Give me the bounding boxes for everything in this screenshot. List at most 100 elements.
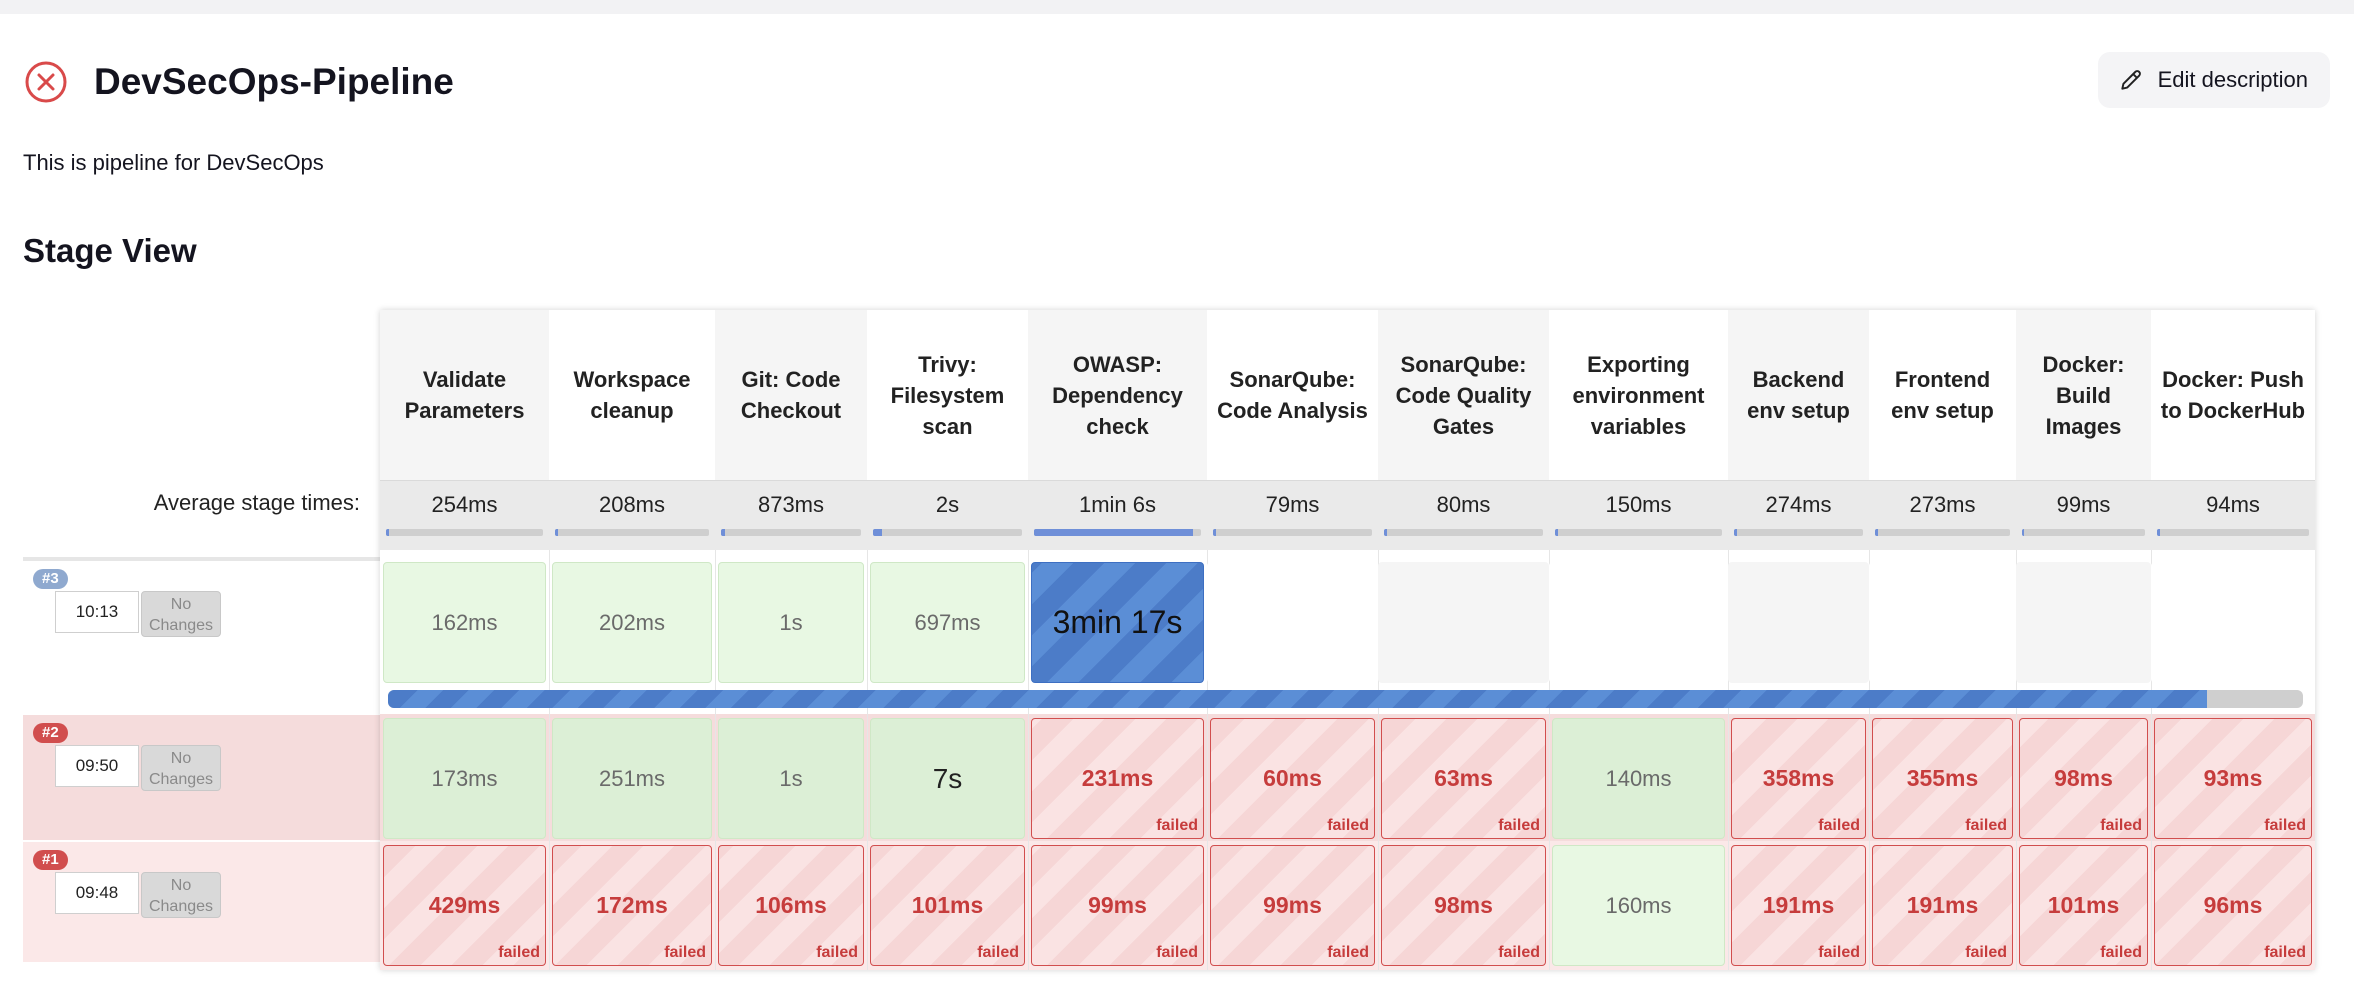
stage-average-value: 80ms xyxy=(1436,492,1491,517)
stage-cell-duration: 355ms xyxy=(1906,765,1979,791)
stage-cell-failed[interactable]: 106ms failed xyxy=(718,845,864,966)
stage-cell-success[interactable]: 1s xyxy=(718,562,864,683)
stage-average-bar xyxy=(1384,529,1543,536)
stage-cell-failed[interactable]: 101ms failed xyxy=(2019,845,2148,966)
stage-cell-empty xyxy=(2016,562,2151,683)
stage-cell-failed[interactable]: 358ms failed xyxy=(1731,718,1866,839)
stage-average-time: 873ms xyxy=(715,480,867,550)
stage-cell-success[interactable]: 162ms xyxy=(383,562,546,683)
stage-cell-failed[interactable]: 98ms failed xyxy=(1381,845,1546,966)
edit-description-button[interactable]: Edit description xyxy=(2097,52,2330,108)
stage-cell-success[interactable]: 7s xyxy=(870,718,1025,839)
stage-cell-failed[interactable]: 231ms failed xyxy=(1031,718,1204,839)
stage-column: Validate Parameters 254ms 162ms 173ms 429ms f… xyxy=(380,310,549,970)
build-time: 09:50 xyxy=(55,745,139,787)
stage-average-bar xyxy=(555,529,709,536)
failed-label: failed xyxy=(1156,817,1198,834)
stage-cell-duration: 98ms xyxy=(1434,892,1493,918)
stage-average-value: 274ms xyxy=(1765,492,1832,517)
column-separator xyxy=(549,310,550,970)
stage-average-value: 94ms xyxy=(2206,492,2260,517)
failed-label: failed xyxy=(2100,817,2142,834)
stage-cell-empty xyxy=(1869,562,2016,683)
pipeline-description: This is pipeline for DevSecOps xyxy=(23,150,324,175)
stage-cell-running[interactable]: 3min 17s xyxy=(1031,562,1204,683)
build-progress-bar xyxy=(388,690,2303,708)
stage-average-bar-fill xyxy=(2157,529,2161,536)
stage-cell-failed[interactable]: 191ms failed xyxy=(1872,845,2013,966)
stage-cell-duration: 99ms xyxy=(1088,892,1147,918)
stage-cell-success[interactable]: 173ms xyxy=(383,718,546,839)
build-row-2[interactable]: #2 09:50 No Changes xyxy=(23,715,380,840)
stage-cell-duration: 162ms xyxy=(431,609,498,635)
stage-cell-failed[interactable]: 172ms failed xyxy=(552,845,712,966)
build-changes[interactable]: No Changes xyxy=(141,745,221,791)
stage-average-time: 1min 6s xyxy=(1028,480,1207,550)
stage-view-table: Validate Parameters 254ms 162ms 173ms 429ms f… xyxy=(380,310,2315,970)
stage-average-bar xyxy=(1734,529,1863,536)
stage-cell-success[interactable]: 1s xyxy=(718,718,864,839)
failed-label: failed xyxy=(1965,944,2007,961)
stage-cell-success[interactable]: 140ms xyxy=(1552,718,1725,839)
stage-cell-empty xyxy=(1549,562,1728,683)
stage-cell-duration: 231ms xyxy=(1081,765,1154,791)
stage-average-value: 2s xyxy=(935,492,960,517)
stage-cell-duration: 202ms xyxy=(598,609,666,635)
build-row-1[interactable]: #1 09:48 No Changes xyxy=(23,842,380,962)
stage-cell-failed[interactable]: 93ms failed xyxy=(2154,718,2312,839)
failed-label: failed xyxy=(1498,817,1540,834)
stage-average-bar xyxy=(1213,529,1372,536)
build-number-badge[interactable]: #2 xyxy=(33,723,68,743)
stage-column: OWASP: Dependency check 1min 6s 3min 17s 23… xyxy=(1028,310,1207,970)
stage-cell-duration: 1s xyxy=(779,609,803,635)
stage-column: Backend env setup 274ms 358ms failed 191ms fa… xyxy=(1728,310,1869,970)
stage-average-bar xyxy=(1034,529,1201,536)
stage-cell-duration: 172ms xyxy=(596,892,668,918)
stage-average-bar xyxy=(1875,529,2010,536)
stage-cell-success[interactable]: 160ms xyxy=(1552,845,1725,966)
stage-cell-success[interactable]: 697ms xyxy=(870,562,1025,683)
stage-cell-success[interactable]: 251ms xyxy=(552,718,712,839)
build-number-badge[interactable]: #3 xyxy=(33,569,68,589)
stage-average-value: 873ms xyxy=(757,492,825,517)
failed-label: failed xyxy=(1965,817,2007,834)
column-separator xyxy=(715,310,716,970)
stage-cell-failed[interactable]: 429ms failed xyxy=(383,845,546,966)
build-number-badge[interactable]: #1 xyxy=(33,850,68,870)
stage-header: Trivy: Filesystem scan xyxy=(867,310,1028,480)
stage-cell-failed[interactable]: 99ms failed xyxy=(1210,845,1375,966)
stage-cell-duration: 251ms xyxy=(598,765,666,791)
stage-header: Frontend env setup xyxy=(1869,310,2016,480)
stage-cell-failed[interactable]: 99ms failed xyxy=(1031,845,1204,966)
stage-cell-duration: 160ms xyxy=(1605,892,1672,918)
stage-cell-empty xyxy=(2151,562,2315,683)
stage-cell-failed[interactable]: 96ms failed xyxy=(2154,845,2312,966)
stage-column: Docker: Build Images 99ms 98ms failed 101ms f… xyxy=(2016,310,2151,970)
stage-view-title: Stage View xyxy=(23,232,197,269)
stage-cell-failed[interactable]: 60ms failed xyxy=(1210,718,1375,839)
stage-average-bar xyxy=(2157,529,2309,536)
stage-average-bar xyxy=(386,529,543,536)
stage-cell-failed[interactable]: 355ms failed xyxy=(1872,718,2013,839)
stage-column: Exporting environment variables 150ms 140m… xyxy=(1549,310,1728,970)
stage-cell-duration: 106ms xyxy=(755,892,827,918)
build-changes[interactable]: No Changes xyxy=(141,591,221,637)
stage-cell-duration: 99ms xyxy=(1263,892,1322,918)
stage-average-bar-fill xyxy=(1384,529,1388,536)
build-row-3[interactable]: #3 10:13 No Changes xyxy=(23,557,380,686)
build-changes[interactable]: No Changes xyxy=(141,872,221,918)
failed-label: failed xyxy=(1327,817,1369,834)
failed-label: failed xyxy=(1156,944,1198,961)
build-time: 10:13 xyxy=(55,591,139,633)
build-progress-fill xyxy=(388,690,2208,708)
failed-label: failed xyxy=(1818,817,1860,834)
stage-cell-failed[interactable]: 191ms failed xyxy=(1731,845,1866,966)
stage-cell-failed[interactable]: 98ms failed xyxy=(2019,718,2148,839)
stage-cell-success[interactable]: 202ms xyxy=(552,562,712,683)
stage-average-time: 150ms xyxy=(1549,480,1728,550)
failed-label: failed xyxy=(1498,944,1540,961)
stage-average-bar xyxy=(2022,529,2145,536)
stage-cell-failed[interactable]: 101ms failed xyxy=(870,845,1025,966)
stage-cell-failed[interactable]: 63ms failed xyxy=(1381,718,1546,839)
stage-header: OWASP: Dependency check xyxy=(1028,310,1207,480)
